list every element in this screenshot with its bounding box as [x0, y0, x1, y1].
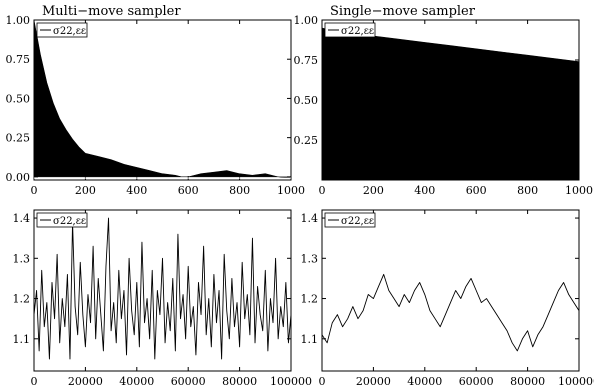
y-tick-label: 1.1 [301, 333, 319, 346]
x-tick-label: 60000 [459, 375, 494, 387]
x-tick-label: 40000 [407, 375, 442, 387]
x-tick-label: 80000 [222, 375, 257, 387]
panel-title: Single−move sampler [330, 4, 476, 19]
y-tick-label: 1.4 [13, 212, 31, 225]
y-tick-label: 1.2 [301, 293, 319, 306]
acf-area [321, 27, 580, 181]
chart-trace_single: 0 20000 40000 60000 80000 100000 1.1 1.2 1.3 1.4 σ… [301, 209, 594, 387]
acf-area [33, 19, 292, 179]
x-tick-label: 600 [466, 184, 487, 197]
legend-box [324, 212, 376, 228]
y-tick-label: 0.75 [6, 53, 31, 66]
legend-label: σ22,εε [53, 26, 86, 37]
y-tick-label: 1.00 [6, 14, 31, 27]
x-tick-label: 40000 [119, 375, 154, 387]
y-tick-label: 0.50 [294, 94, 319, 107]
trace-line [321, 273, 580, 352]
plot-frame [321, 209, 580, 372]
x-tick-label: 800 [229, 184, 250, 197]
x-tick-label: 200 [363, 184, 384, 197]
y-tick-label: 1.3 [301, 252, 319, 265]
trace-line [33, 217, 292, 360]
x-tick-label: 1000 [565, 184, 593, 197]
x-tick-label: 0 [31, 184, 38, 197]
legend-box [36, 212, 88, 228]
x-tick-label: 20000 [356, 375, 391, 387]
x-tick-label: 80000 [510, 375, 545, 387]
x-tick-label: 400 [126, 184, 147, 197]
legend-label: σ22,εε [341, 26, 374, 37]
x-tick-label: 100000 [558, 375, 594, 387]
x-tick-label: 1000 [277, 184, 305, 197]
y-tick-label: 0.00 [6, 171, 31, 184]
panel-title: Multi−move sampler [42, 4, 181, 19]
chart-acf_multi: 0 200 400 600 800 1000 0.00 0.25 0.50 0.75 1.00 σ22… [6, 4, 306, 197]
x-tick-label: 60000 [171, 375, 206, 387]
x-tick-label: 0 [31, 375, 38, 387]
chart-trace_multi: 0 20000 40000 60000 80000 100000 1.1 1.2 1.3 1.4 σ… [13, 209, 312, 387]
y-tick-label: 1.4 [301, 212, 319, 225]
plot-frame [33, 209, 292, 372]
x-tick-label: 800 [517, 184, 538, 197]
y-tick-label: 1.1 [13, 333, 31, 346]
legend: σ22,εε [36, 212, 88, 228]
legend-box [36, 22, 88, 38]
y-tick-label: 1.2 [13, 293, 31, 306]
x-tick-label: 0 [319, 184, 326, 197]
x-tick-label: 100000 [270, 375, 312, 387]
y-tick-label: 1.3 [13, 252, 31, 265]
legend: σ22,εε [324, 22, 376, 38]
chart-acf_single: 0 200 400 600 800 1000 0.25 0.50 0.75 1.00 σ22,εε S… [294, 4, 594, 197]
legend-label: σ22,εε [53, 216, 86, 227]
y-tick-label: 0.75 [294, 54, 319, 67]
y-tick-label: 1.00 [294, 14, 319, 27]
x-tick-label: 0 [319, 375, 326, 387]
x-tick-label: 400 [414, 184, 435, 197]
legend: σ22,εε [324, 212, 376, 228]
x-tick-label: 20000 [68, 375, 103, 387]
x-tick-label: 600 [178, 184, 199, 197]
y-tick-label: 0.50 [6, 92, 31, 105]
x-tick-label: 200 [75, 184, 96, 197]
y-tick-label: 0.25 [6, 132, 31, 145]
legend: σ22,εε [36, 22, 88, 38]
legend-box [324, 22, 376, 38]
y-tick-label: 0.25 [294, 134, 319, 147]
legend-label: σ22,εε [341, 216, 374, 227]
